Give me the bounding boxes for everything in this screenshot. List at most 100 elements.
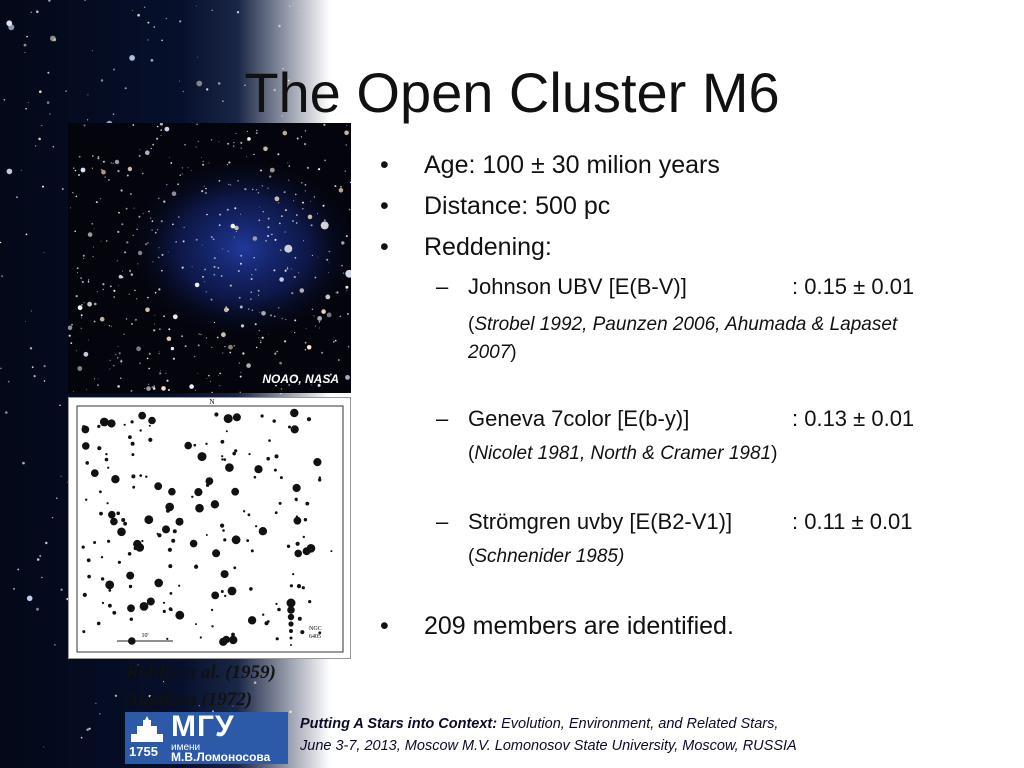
photo-star: [254, 323, 257, 326]
chart-star: [303, 518, 308, 522]
chart-star: [131, 474, 136, 479]
chart-star: [232, 413, 241, 422]
photo-star: [117, 285, 119, 287]
photo-star: [318, 327, 320, 329]
background-star: [30, 310, 33, 312]
photo-star: [210, 380, 212, 382]
photo-star: [246, 139, 248, 141]
chart-star: [293, 516, 302, 525]
chart-star: [232, 451, 236, 456]
photo-bright-star: [118, 274, 123, 279]
photo-star: [87, 279, 90, 281]
photo-star: [117, 230, 120, 233]
photo-star: [129, 269, 131, 272]
photo-star: [336, 291, 339, 294]
photo-star: [74, 230, 76, 233]
photo-star: [195, 146, 197, 148]
background-star: [39, 90, 42, 93]
reddening-geneva-label: Geneva 7color [E(b-y)]: [468, 406, 690, 431]
photo-bright-star: [323, 123, 326, 126]
chart-star: [212, 549, 221, 558]
photo-star: [313, 196, 316, 198]
chart-star: [211, 625, 214, 628]
photo-star: [229, 351, 232, 354]
photo-star: [227, 142, 230, 145]
photo-star: [148, 352, 151, 355]
chart-legend-dot: [286, 598, 296, 608]
photo-star: [182, 240, 185, 243]
photo-star: [187, 167, 189, 169]
chart-reference-1: Rohlfs et al. (1959): [126, 662, 276, 683]
photo-star: [134, 318, 137, 321]
footer-subtitle: Evolution, Environment, and Related Star…: [497, 716, 779, 732]
chart-star: [100, 577, 105, 581]
photo-star: [135, 298, 138, 300]
photo-star: [70, 342, 73, 345]
photo-star: [341, 264, 343, 267]
chart-star: [289, 584, 293, 588]
photo-star: [119, 377, 122, 379]
chart-star: [191, 495, 194, 498]
photo-star: [81, 303, 83, 306]
photo-star: [130, 273, 133, 276]
photo-star: [227, 250, 229, 252]
photo-star: [204, 281, 206, 283]
footer-line-1: Putting A Stars into Context: Evolution,…: [300, 713, 797, 735]
photo-star: [148, 210, 150, 213]
photo-star: [277, 153, 280, 156]
background-star: [129, 55, 136, 61]
photo-bright-star: [219, 213, 222, 216]
chart-star: [278, 501, 282, 505]
chart-star: [194, 564, 199, 569]
photo-star: [110, 162, 112, 164]
background-star: [232, 705, 234, 707]
photo-bright-star: [206, 213, 208, 216]
photo-star: [138, 215, 141, 218]
background-star: [7, 380, 10, 383]
photo-star: [160, 134, 162, 136]
chart-star: [210, 500, 220, 509]
photo-bright-star: [159, 372, 162, 375]
photo-star: [325, 294, 331, 300]
chart-star: [254, 465, 263, 474]
photo-star: [217, 267, 220, 269]
chart-star: [268, 439, 271, 442]
photo-star: [87, 281, 90, 283]
photo-star: [346, 290, 348, 292]
background-star: [132, 10, 134, 12]
photo-star: [71, 324, 73, 326]
photo-star: [145, 307, 150, 313]
photo-star: [105, 240, 108, 242]
photo-star: [235, 230, 237, 233]
photo-star: [117, 346, 119, 347]
chart-star: [210, 608, 214, 612]
chart-star: [211, 591, 220, 600]
background-star: [196, 80, 203, 87]
background-star: [91, 50, 93, 52]
photo-bright-star: [239, 305, 243, 309]
chart-reference-2: Antalova (1972): [126, 689, 253, 710]
photo-star: [334, 185, 337, 188]
chart-star: [141, 539, 144, 543]
photo-star: [226, 164, 229, 166]
chart-star: [105, 453, 108, 456]
photo-star: [159, 328, 161, 330]
photo-star: [69, 207, 71, 209]
photo-star: [256, 189, 258, 191]
photo-star: [288, 179, 290, 181]
chart-legend-dot: [290, 644, 292, 646]
photo-star: [91, 167, 93, 169]
chart-star: [214, 412, 219, 417]
photo-star: [281, 215, 283, 217]
photo-star: [222, 352, 224, 354]
photo-star: [267, 226, 270, 229]
photo-star: [252, 236, 258, 241]
photo-star: [295, 222, 298, 224]
chart-star: [148, 424, 151, 427]
chart-star: [99, 417, 109, 427]
photo-star: [160, 129, 162, 131]
chart-star: [295, 499, 298, 502]
background-star: [113, 68, 115, 71]
chart-star: [162, 525, 170, 534]
background-star: [43, 746, 45, 748]
